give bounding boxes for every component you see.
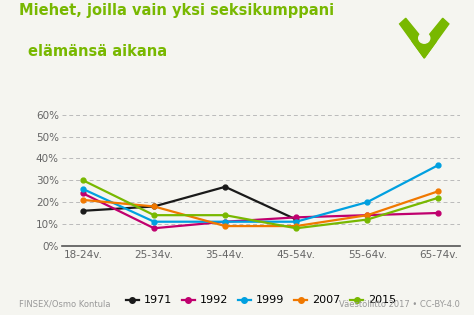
2007 (436, 189, 441, 193)
1992 (436, 211, 441, 215)
1992 (80, 192, 86, 195)
Line: 1971: 1971 (81, 184, 299, 222)
1971 (293, 218, 299, 221)
2015 (80, 178, 86, 182)
2007 (80, 198, 86, 202)
Polygon shape (424, 18, 449, 58)
Line: 2007: 2007 (81, 189, 441, 228)
Line: 1992: 1992 (81, 191, 441, 231)
1999 (293, 220, 299, 224)
2015 (151, 213, 157, 217)
2015 (293, 226, 299, 230)
1992 (293, 215, 299, 219)
1999 (436, 163, 441, 167)
Text: Miehet, joilla vain yksi seksikumppani: Miehet, joilla vain yksi seksikumppani (19, 3, 334, 18)
1999 (80, 187, 86, 191)
Text: FINSEX/Osmo Kontula: FINSEX/Osmo Kontula (19, 300, 110, 309)
1971 (151, 204, 157, 208)
1971 (222, 185, 228, 189)
Text: elämänsä aikana: elämänsä aikana (28, 44, 168, 59)
Legend: 1971, 1992, 1999, 2007, 2015: 1971, 1992, 1999, 2007, 2015 (121, 291, 400, 310)
2015 (365, 218, 370, 221)
2007 (293, 224, 299, 228)
1999 (151, 220, 157, 224)
2015 (222, 213, 228, 217)
1992 (222, 220, 228, 224)
2007 (365, 213, 370, 217)
Polygon shape (400, 18, 424, 58)
2007 (151, 204, 157, 208)
Text: Väestöliitto 2017 • CC-BY-4.0: Väestöliitto 2017 • CC-BY-4.0 (339, 300, 460, 309)
1999 (365, 200, 370, 204)
Line: 2015: 2015 (81, 178, 441, 231)
2015 (436, 196, 441, 200)
Polygon shape (412, 41, 437, 58)
1999 (222, 220, 228, 224)
2007 (222, 224, 228, 228)
1971 (80, 209, 86, 213)
Line: 1999: 1999 (81, 163, 441, 224)
1992 (365, 213, 370, 217)
Circle shape (419, 33, 430, 43)
1992 (151, 226, 157, 230)
